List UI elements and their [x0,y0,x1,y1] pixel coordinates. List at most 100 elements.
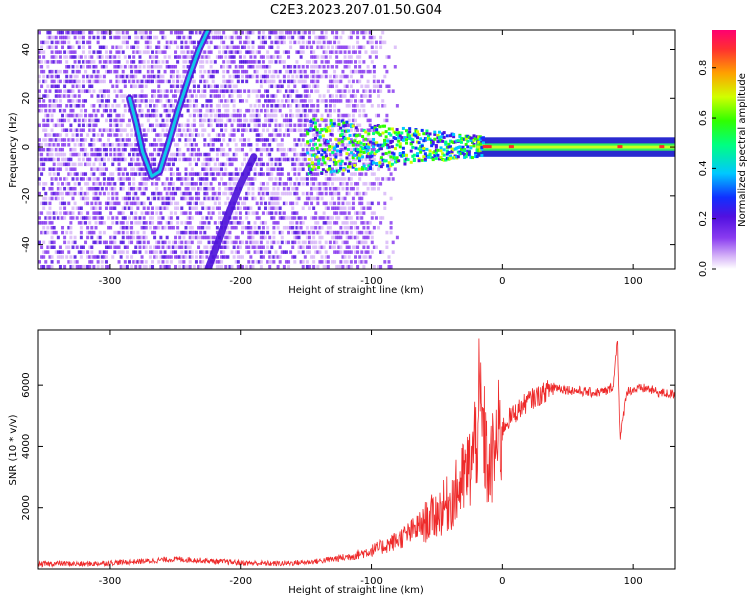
carrier-noise [387,145,391,149]
spectrogram-cell [389,225,393,230]
spectrogram-cell [79,206,83,210]
spectrogram-cell [77,143,81,147]
spectrogram-cell [360,30,364,35]
spectrogram-cell [213,162,217,167]
spectrogram-cell [211,138,215,142]
spectrogram-cell [230,133,234,137]
spectrogram-cell [109,55,113,59]
spectrogram-cell [194,30,198,35]
spectrogram-cell [349,206,353,210]
spectrogram-cell [92,240,96,245]
spectrogram-cell [289,79,293,84]
spectrogram-cell [345,240,349,245]
spectrogram-cell [270,196,274,201]
spectrogram-cell [157,206,161,210]
spectrogram-cell [176,143,180,147]
spectrogram-cell [192,186,196,191]
spectrogram-cell [385,245,389,249]
spectrogram-cell [264,40,268,45]
carrier-noise [342,135,346,139]
spectrogram-cell [38,74,41,79]
spectrogram-cell [215,113,219,118]
spectrogram-cell [207,152,211,157]
spectrogram-cell [88,50,92,54]
spectrogram-cell [79,255,83,259]
spectrogram-cell [92,172,96,176]
spectrogram-cell [46,152,50,157]
spectrogram-cell [217,201,221,206]
carrier-noise [458,135,462,139]
spectrogram-cell [67,201,71,206]
spectrogram-cell [92,216,96,220]
spectrogram-cell [207,45,211,50]
spectrogram-cell [199,221,203,225]
spectrogram-cell [213,113,217,118]
spectrogram-cell [316,84,320,89]
spectrogram-cell [159,255,163,259]
spectrogram-cell [79,89,83,93]
spectrogram-cell [46,265,50,269]
spectrogram-cell [372,157,376,162]
spectrogram-cell [142,167,146,171]
spectrogram-cell [333,104,337,108]
carrier-noise [340,132,344,136]
spectrogram-cell [136,221,140,225]
spectrogram-cell [111,84,115,89]
spectrogram-cell [96,265,100,269]
spectrogram-cell [295,157,299,162]
carrier-noise [464,155,468,159]
carrier-noise [442,158,446,162]
spectrogram-cell [86,40,90,45]
carrier-noise [392,136,396,140]
spectrogram-cell [151,74,155,79]
spectrogram-cell [220,89,224,93]
spectrogram-cell [197,240,201,245]
spectrogram-cell [109,113,113,118]
spectrogram-cell [251,108,255,113]
spectrogram-cell [169,191,173,196]
carrier-noise [437,139,441,143]
spectrogram-cell [257,162,261,167]
spectrogram-cell [301,45,305,50]
carrier-noise [361,167,365,171]
spectrogram-cell [40,65,44,69]
spectrogram-cell [92,79,96,84]
spectrogram-cell [257,147,261,152]
spectrogram-cell [278,123,282,128]
spectrogram-cell [104,245,108,249]
spectrogram-cell [287,147,291,152]
spectrogram-cell [211,89,215,93]
spectrogram-cell [241,74,245,79]
spectrogram-cell [102,89,106,93]
spectrogram-cell [77,157,81,162]
spectrogram-cell [318,128,322,132]
spectrogram-cell [236,79,240,84]
spectrogram-cell [314,172,318,176]
spectrogram-cell [345,230,349,235]
spectrogram-cell [171,108,175,113]
spectrogram-cell [92,265,96,269]
spectrogram-cell [192,113,196,118]
spectrogram-cell [190,147,194,152]
spectrogram-cell [84,240,88,245]
spectrogram-cell [312,225,316,230]
spectrogram-cell [314,240,318,245]
spectrogram-cell [241,162,245,167]
spectrogram-cell [111,104,115,108]
spectrogram-cell [310,216,314,220]
spectrogram-cell [142,240,146,245]
spectrogram-cell [50,235,54,240]
spectrogram-cell [61,143,65,147]
spectrogram-cell [272,206,276,210]
spectrogram-cell [153,94,157,98]
spectrogram-cell [312,182,316,186]
spectrogram-cell [88,89,92,93]
spectrogram-cell [71,30,75,35]
carrier-noise [309,127,313,131]
carrier-noise [364,130,368,134]
spectrogram-cell [387,55,391,59]
spectrogram-cell [213,177,217,181]
carrier-noise [376,149,380,153]
spectrogram-cell [224,104,228,108]
spectrogram-cell [366,84,370,89]
